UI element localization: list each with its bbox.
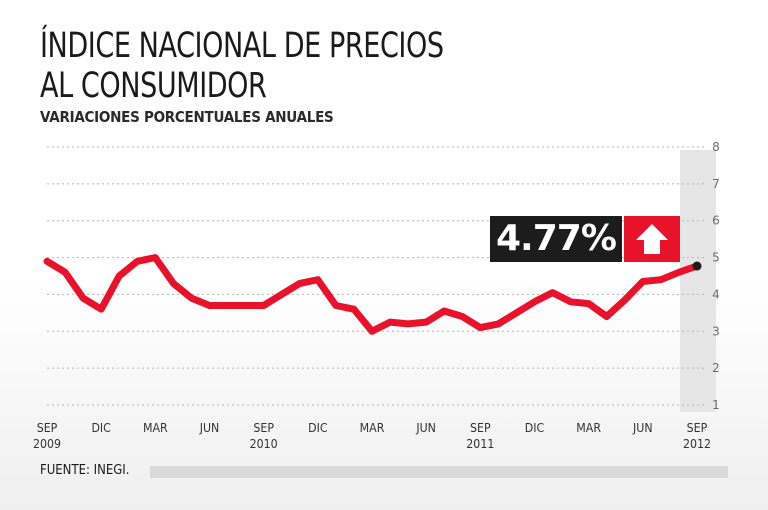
current-value-label: 4.77%	[490, 216, 622, 262]
x-tick-month: SEP	[37, 421, 58, 436]
x-tick-month: MAR	[576, 421, 601, 436]
y-tick-label: 6	[712, 214, 720, 228]
x-tick-month: MAR	[143, 421, 168, 436]
y-tick-label: 3	[712, 324, 720, 338]
x-tick-month: JUN	[415, 421, 436, 436]
y-tick-label: 8	[712, 140, 720, 154]
x-tick-year: 2012	[683, 437, 711, 452]
x-tick-month: JUN	[632, 421, 653, 436]
current-value-callout: 4.77%	[490, 216, 680, 262]
x-tick-month: SEP	[470, 421, 491, 436]
last-data-point	[692, 261, 702, 271]
x-tick-month: MAR	[360, 421, 385, 436]
series-line	[43, 254, 701, 335]
arrow-up-icon	[623, 216, 680, 262]
x-tick-year: 2009	[33, 437, 61, 452]
x-tick-month: DIC	[91, 421, 110, 436]
y-tick-label: 5	[712, 251, 720, 265]
arrow-up-glyph	[635, 224, 668, 254]
x-tick-year: 2010	[250, 437, 278, 452]
x-tick-month: DIC	[525, 421, 544, 436]
x-tick-month: JUN	[199, 421, 220, 436]
y-tick-label: 2	[712, 361, 720, 375]
source-note: FUENTE: INEGI.	[40, 463, 130, 478]
title-line-1: ÍNDICE NACIONAL DE PRECIOS	[40, 26, 444, 66]
y-tick-label: 7	[712, 177, 720, 191]
x-tick-month: SEP	[253, 421, 274, 436]
x-tick-month: SEP	[687, 421, 708, 436]
footer-bar	[150, 466, 728, 478]
title-line-2: AL CONSUMIDOR	[40, 66, 267, 106]
y-tick-label: 4	[712, 287, 720, 301]
chart-title: ÍNDICE NACIONAL DE PRECIOS AL CONSUMIDOR	[40, 26, 444, 106]
chart-subtitle: VARIACIONES PORCENTUALES ANUALES	[40, 108, 334, 126]
y-tick-label: 1	[712, 398, 720, 412]
x-tick-year: 2011	[466, 437, 494, 452]
x-tick-month: DIC	[308, 421, 327, 436]
latest-period-band	[680, 150, 716, 412]
